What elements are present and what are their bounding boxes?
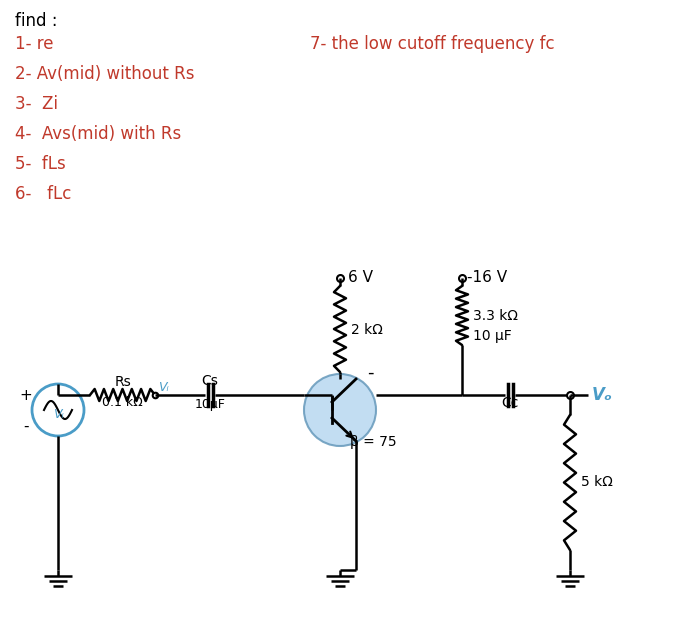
Text: 1- re: 1- re <box>15 35 54 53</box>
Text: -: - <box>23 419 29 434</box>
Text: -16 V: -16 V <box>467 271 507 285</box>
Text: Cs: Cs <box>202 374 219 388</box>
Text: 2 kΩ: 2 kΩ <box>351 323 383 337</box>
Text: Vᵢ: Vᵢ <box>158 381 169 394</box>
Text: find :: find : <box>15 12 57 30</box>
Text: Cc: Cc <box>501 396 519 410</box>
Text: 5-  fLs: 5- fLs <box>15 155 66 173</box>
Text: 10 μF: 10 μF <box>473 329 511 343</box>
Text: 7- the low cutoff frequency fc: 7- the low cutoff frequency fc <box>310 35 554 53</box>
Ellipse shape <box>304 374 376 446</box>
Text: Rs: Rs <box>114 375 131 389</box>
Text: -: - <box>367 364 373 382</box>
Text: Vᵢ: Vᵢ <box>52 408 63 420</box>
Text: 6 V: 6 V <box>348 271 373 285</box>
Text: 4-  Avs(mid) with Rs: 4- Avs(mid) with Rs <box>15 125 181 143</box>
Text: 2- Av(mid) without Rs: 2- Av(mid) without Rs <box>15 65 195 83</box>
Text: 3.3 kΩ: 3.3 kΩ <box>473 309 518 323</box>
Text: +: + <box>20 389 33 403</box>
Text: 3-  Zi: 3- Zi <box>15 95 58 113</box>
Text: 5 kΩ: 5 kΩ <box>581 475 613 489</box>
Text: 0.1 kΩ: 0.1 kΩ <box>102 396 143 409</box>
Text: β = 75: β = 75 <box>350 435 396 449</box>
Text: Vₒ: Vₒ <box>592 386 613 404</box>
Text: 10μF: 10μF <box>195 398 225 411</box>
Text: 6-   fLc: 6- fLc <box>15 185 72 203</box>
